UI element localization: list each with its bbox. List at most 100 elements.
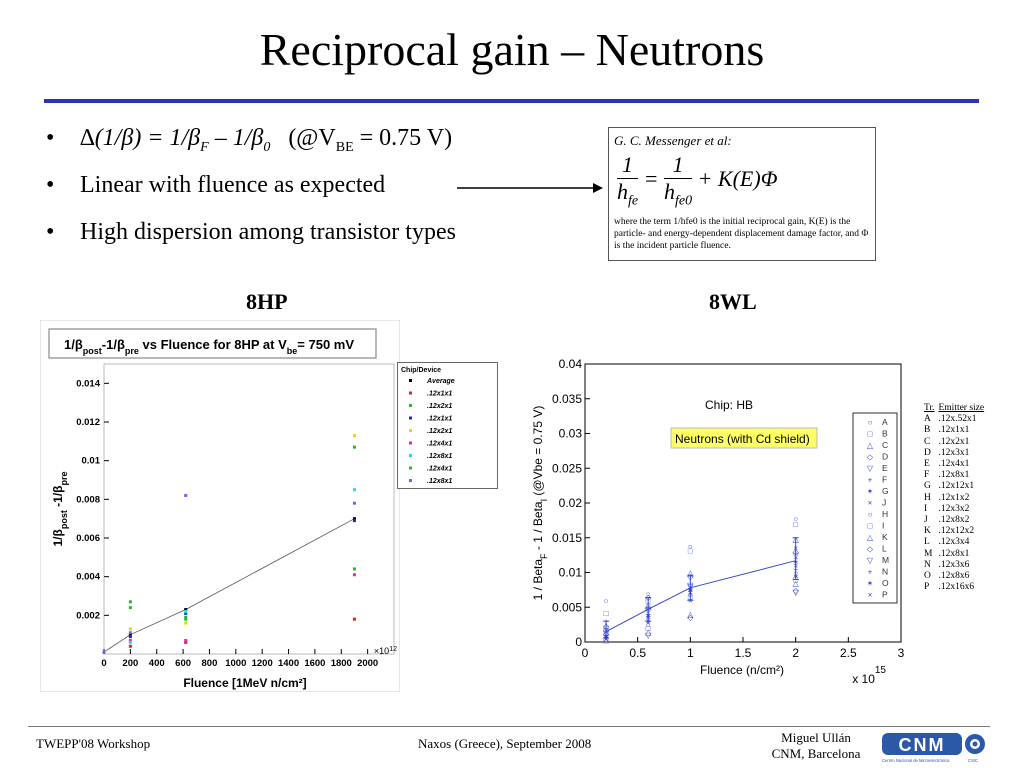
reference-note: where the term 1/hfe0 is the initial rec…: [614, 217, 869, 251]
data-point: ×: [793, 562, 798, 571]
data-point: [128, 640, 132, 644]
data-point: ◇: [603, 625, 610, 634]
y-tick-label: 0.005: [552, 600, 582, 614]
table-row: E .12x4x1: [922, 459, 986, 470]
chart-8wl-annotation-chip: Chip: HB: [705, 398, 753, 412]
legend-letter: I: [882, 521, 884, 531]
data-point: ▽: [603, 629, 610, 638]
legend-label: .12x4x1: [427, 441, 452, 448]
x-tick-label: 200: [122, 658, 138, 669]
legend-symbol: ▽: [867, 464, 874, 473]
data-point: [128, 644, 132, 648]
data-point: △: [687, 610, 694, 619]
data-point: ▽: [645, 607, 652, 616]
data-point: ▽: [603, 624, 610, 633]
data-point: [102, 650, 106, 654]
legend-letter: B: [882, 429, 888, 439]
svg-text:CSIC: CSIC: [968, 758, 978, 763]
x-tick-label: 1.5: [735, 646, 752, 660]
data-point: ▽: [645, 631, 652, 640]
chart-8wl-annotation-neutrons: Neutrons (with Cd shield): [675, 432, 810, 446]
table-row: F .12x8x1: [922, 470, 986, 481]
bullet-dot: •: [46, 219, 55, 245]
data-point: ◇: [645, 603, 652, 612]
y-tick-label: 0.03: [559, 427, 583, 441]
data-point: [128, 627, 132, 631]
table-cell: .12x1x1: [938, 425, 970, 436]
data-point: ▽: [793, 588, 800, 597]
bullet-dot: •: [46, 125, 55, 151]
footer-divider: [28, 726, 990, 727]
table-cell: .12x.52x1: [938, 414, 977, 425]
table-header-emitter: Emitter size: [938, 403, 985, 413]
x-tick-label: 400: [149, 658, 165, 669]
y-tick-label: 0.01: [82, 456, 101, 467]
chart-8hp-title-box: [48, 328, 377, 359]
data-point: [184, 493, 188, 497]
data-point: +: [688, 589, 693, 598]
data-point: +: [793, 555, 798, 564]
y-tick-label: 0: [575, 635, 582, 649]
chart-8wl-annotation-box: [670, 427, 818, 449]
legend-symbol: ○: [868, 510, 873, 519]
table-row: M .12x8x1: [922, 549, 986, 560]
legend-symbol: ◇: [867, 453, 874, 462]
reference-author: G. C. Messenger et al:: [614, 133, 732, 148]
table-row: J .12x8x2: [922, 515, 986, 526]
data-point: ✶: [645, 614, 652, 623]
reference-box: G. C. Messenger et al: 1 hfe = 1 hfe0 + K(…: [608, 127, 876, 261]
data-point: ○: [688, 591, 693, 600]
table-cell: .12x3x2: [938, 503, 970, 514]
data-point: +: [688, 584, 693, 593]
table-row: K .12x12x2: [922, 526, 986, 537]
data-point: ◇: [645, 593, 652, 602]
table-cell: .12x8x2: [938, 515, 970, 526]
x-tick-label: 1800: [331, 658, 352, 669]
chart-8wl-xlabel: Fluence (n/cm²): [700, 663, 784, 677]
y-tick-label: 0.035: [552, 392, 582, 406]
cnm-logo: CNM Centro Nacional de Microelectrónica …: [882, 733, 985, 763]
legend-symbol: ✶: [867, 487, 874, 496]
legend-symbol: ×: [868, 499, 873, 508]
data-point: △: [793, 535, 800, 544]
data-point: △: [603, 621, 610, 630]
x-tick-label: 1: [687, 646, 694, 660]
data-point: △: [645, 600, 652, 609]
legend-label: Average: [426, 378, 455, 385]
data-point: ▽: [687, 581, 694, 590]
legend-label: .12x2x1: [427, 403, 452, 410]
legend-marker: [409, 479, 412, 482]
table-cell: G: [924, 481, 931, 492]
table-cell: .12x8x1: [938, 470, 970, 481]
data-point: [184, 615, 188, 619]
data-point: ✶: [603, 633, 610, 642]
data-point: [352, 573, 356, 577]
data-point: ○: [604, 636, 609, 645]
data-point: +: [604, 631, 609, 640]
table-cell: .12x8x6: [938, 571, 970, 582]
x-tick-label: 600: [175, 658, 191, 669]
legend-symbol: △: [867, 441, 874, 450]
table-row: B .12x1x1: [922, 425, 986, 436]
legend-letter: P: [882, 590, 888, 600]
legend-letter: N: [882, 567, 888, 577]
data-point: ✶: [645, 612, 652, 621]
table-cell: F: [924, 470, 930, 481]
legend-label: .12x8x1: [427, 478, 452, 485]
data-point: [352, 488, 356, 492]
data-point: +: [604, 617, 609, 626]
chart-8wl-plot-area: [584, 363, 902, 643]
title-divider: [44, 99, 979, 103]
arrow-to-reference: [457, 183, 603, 193]
transistor-table: Tr. Emitter size A .12x.52x1 B .12x1x1 C .12x2x…: [922, 403, 986, 593]
data-point: [184, 621, 188, 625]
mean-line: [605, 560, 796, 633]
legend-label: .12x1x1: [427, 391, 452, 398]
data-point: [352, 434, 356, 438]
legend-symbol: ✶: [867, 579, 874, 588]
y-tick-label: 0.004: [76, 572, 100, 583]
footer-location-date: Naxos (Greece), September 2008: [418, 736, 592, 751]
data-point: □: [793, 520, 798, 529]
table-cell: I: [924, 503, 928, 514]
data-point: □: [793, 575, 798, 584]
